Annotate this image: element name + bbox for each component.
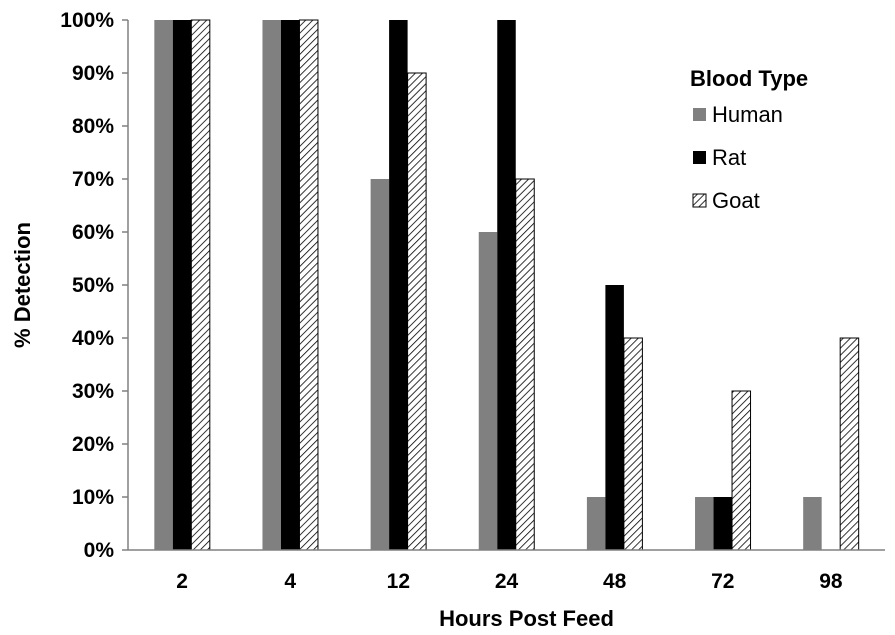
y-tick-label: 100% xyxy=(60,9,114,32)
x-tick-label: 98 xyxy=(819,570,843,593)
y-tick-label: 70% xyxy=(72,168,114,191)
bar-rat-72 xyxy=(713,497,733,550)
bar-rat-24 xyxy=(497,20,516,550)
bar-human-48 xyxy=(586,497,606,550)
bar-goat-24 xyxy=(515,178,535,551)
legend-swatch-rat xyxy=(693,151,706,164)
bar-rat-48 xyxy=(605,285,624,550)
x-axis-title: Hours Post Feed xyxy=(439,606,614,631)
bar-rat-2 xyxy=(172,20,192,550)
bar-human-12 xyxy=(370,179,390,550)
legend-label-goat: Goat xyxy=(712,188,760,213)
x-axis-ticks: 2 4 12 24 48 72 98 xyxy=(176,570,843,593)
legend-title: Blood Type xyxy=(690,66,808,91)
y-tick-label: 30% xyxy=(72,380,114,403)
y-tick-label: 80% xyxy=(72,115,114,138)
legend-label-human: Human xyxy=(712,102,783,127)
bars xyxy=(154,19,860,551)
x-tick-label: 12 xyxy=(387,570,410,593)
legend: Blood Type Human Rat Goat xyxy=(690,66,808,213)
bar-goat-98 xyxy=(839,337,860,551)
bar-human-2 xyxy=(154,20,173,550)
y-tick-label: 50% xyxy=(72,274,114,297)
y-tick-label: 20% xyxy=(72,433,114,456)
y-axis-title: % Detection xyxy=(10,222,35,348)
bar-goat-12 xyxy=(407,72,427,551)
bar-rat-4 xyxy=(280,20,300,550)
y-tick-label: 0% xyxy=(84,539,115,562)
x-tick-label: 72 xyxy=(711,570,734,593)
x-tick-label: 2 xyxy=(176,570,188,593)
bar-goat-4 xyxy=(298,19,319,551)
x-tick-label: 48 xyxy=(603,570,627,593)
bar-human-24 xyxy=(478,232,498,550)
bar-goat-2 xyxy=(190,19,211,551)
x-tick-label: 4 xyxy=(284,570,296,593)
bar-goat-48 xyxy=(623,337,643,551)
bar-rat-12 xyxy=(389,20,408,550)
y-tick-label: 90% xyxy=(72,62,114,85)
y-tick-label: 40% xyxy=(72,327,114,350)
y-tick-label: 10% xyxy=(72,486,114,509)
legend-swatch-human xyxy=(693,108,706,121)
legend-swatch-goat xyxy=(692,193,707,208)
bar-goat-72 xyxy=(731,390,752,551)
x-tick-label: 24 xyxy=(495,570,519,593)
legend-label-rat: Rat xyxy=(712,145,746,170)
bar-human-72 xyxy=(695,497,714,550)
bar-human-4 xyxy=(262,20,281,550)
y-tick-label: 60% xyxy=(72,221,114,244)
y-axis-ticks: 0% 10% 20% 30% 40% 50% 60% 70% 80% 90% 100% xyxy=(60,9,128,562)
bar-human-98 xyxy=(803,497,822,550)
